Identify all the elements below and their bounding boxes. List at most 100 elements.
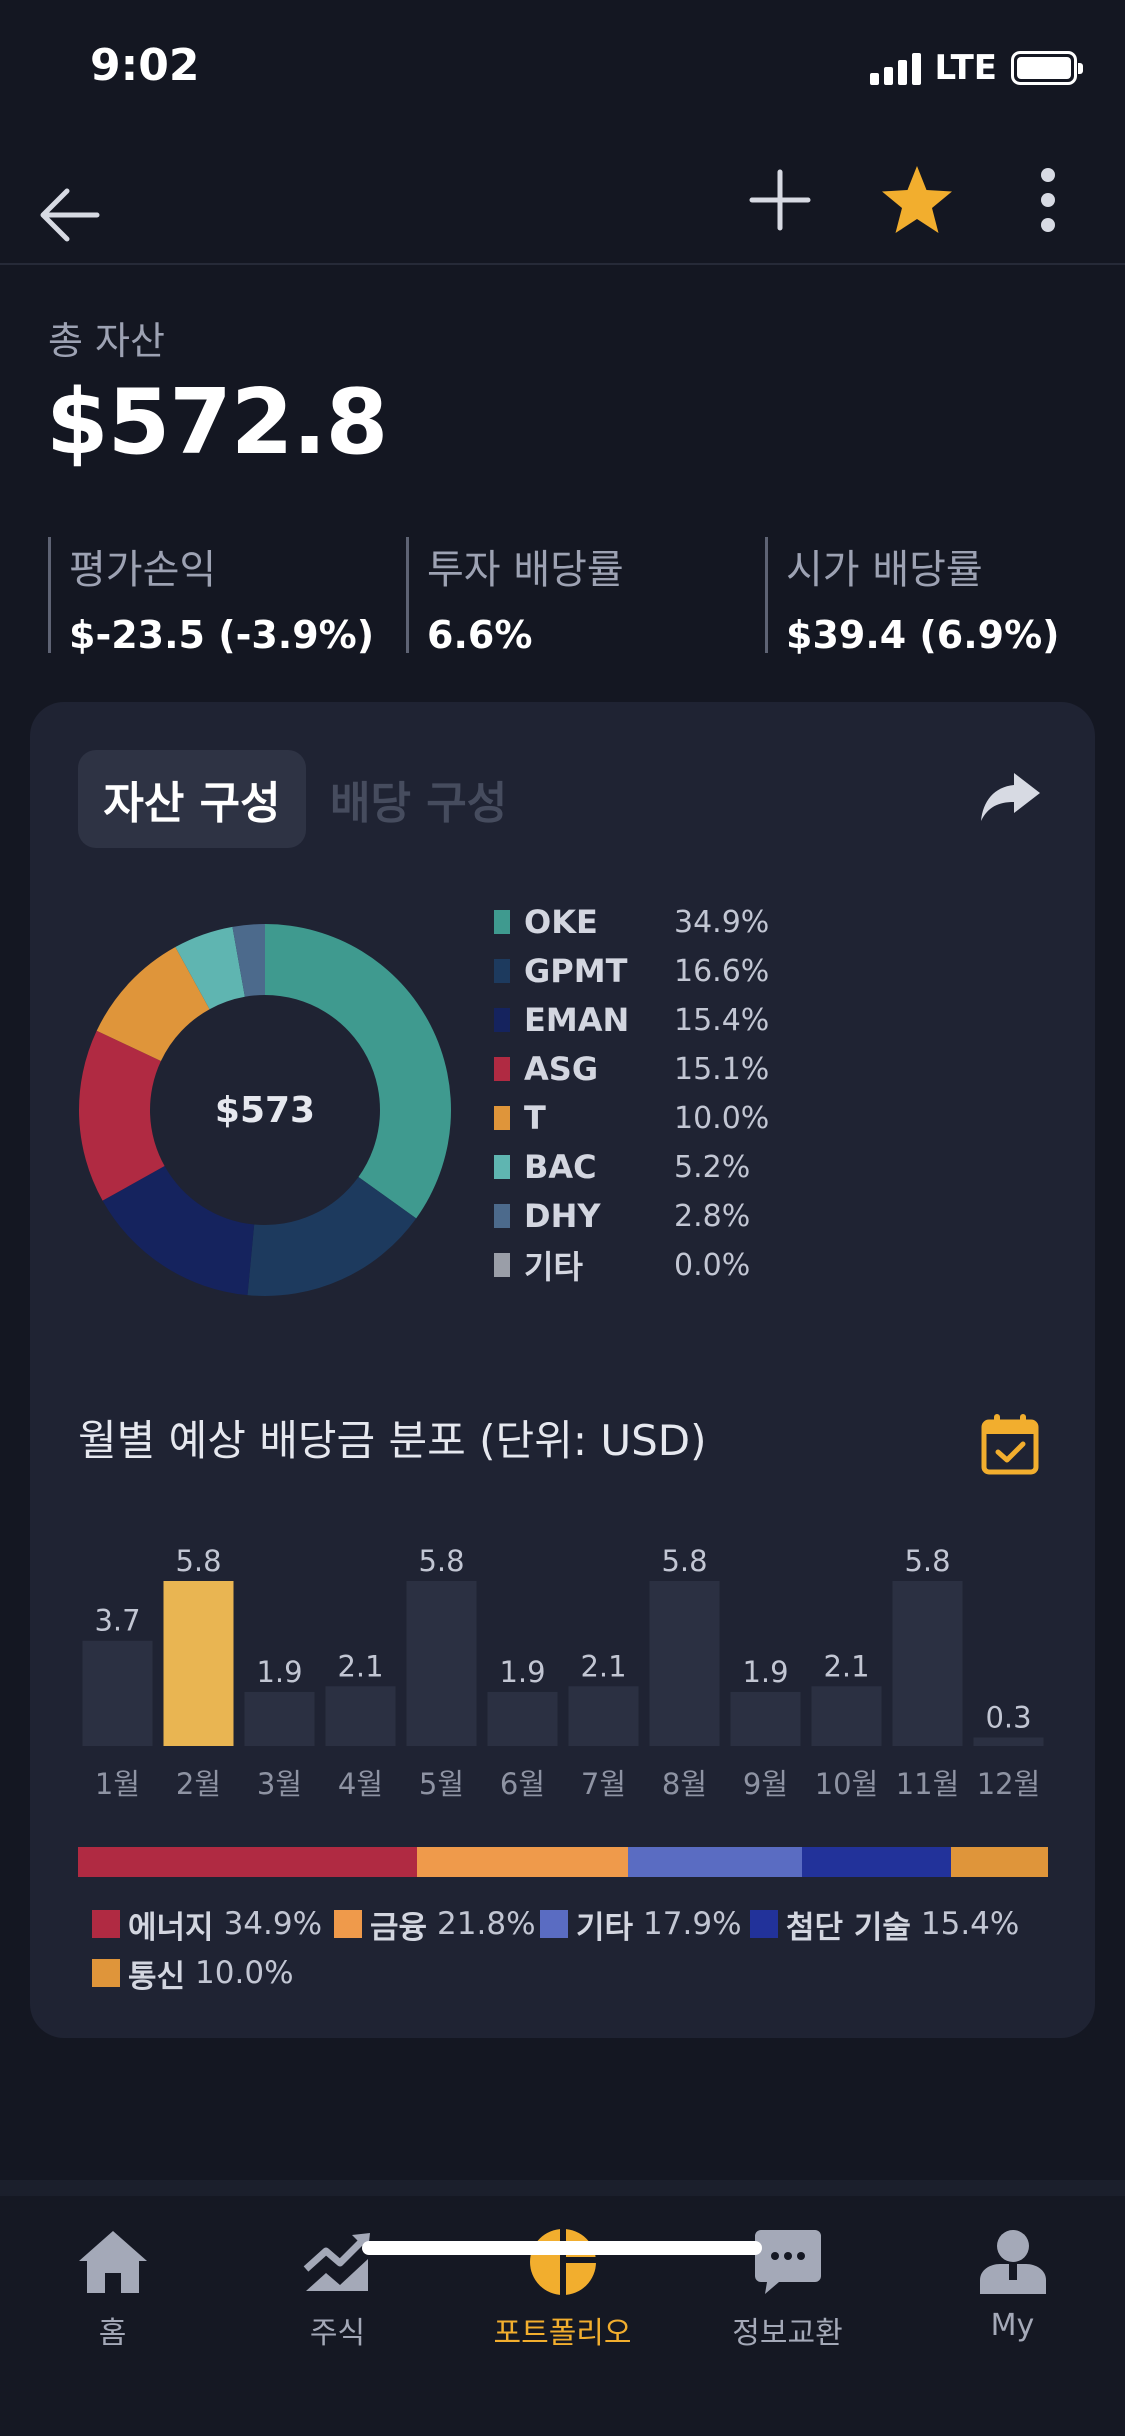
holding-legend-item: DHY 2.8% bbox=[494, 1196, 750, 1236]
header-divider bbox=[0, 263, 1125, 265]
bar-value-label: 5.8 bbox=[661, 1544, 707, 1578]
sector-name: 통신 bbox=[128, 1958, 186, 1995]
bar-10[interactable] bbox=[811, 1686, 882, 1746]
more-button[interactable] bbox=[1010, 160, 1085, 240]
battery-icon bbox=[1011, 51, 1083, 85]
donut-slice-asg bbox=[78, 1030, 165, 1201]
bar-2[interactable] bbox=[163, 1581, 234, 1746]
legend-swatch bbox=[334, 1910, 362, 1938]
sector-percentage: 34.9% bbox=[223, 1906, 323, 1942]
bar-3[interactable] bbox=[244, 1691, 315, 1746]
donut-slice-gpmt bbox=[247, 1177, 417, 1296]
legend-swatch bbox=[540, 1910, 568, 1938]
legend-swatch bbox=[494, 1253, 510, 1277]
share-arrow-icon bbox=[981, 773, 1040, 821]
bar-value-label: 2.1 bbox=[337, 1649, 383, 1683]
donut-slice-eman bbox=[102, 1166, 255, 1296]
signal-icon bbox=[869, 51, 921, 85]
nav-home[interactable]: 홈 bbox=[0, 2226, 225, 2356]
bar-value-label: 2.1 bbox=[580, 1649, 626, 1683]
bar-8[interactable] bbox=[649, 1581, 720, 1746]
status-time: 9:02 bbox=[90, 40, 200, 91]
total-assets-label: 총 자산 bbox=[48, 319, 165, 363]
holding-percentage: 34.9% bbox=[674, 904, 770, 940]
metric-label: 투자 배당률 bbox=[427, 547, 624, 593]
holding-ticker: DHY bbox=[524, 1197, 601, 1235]
sector-legend-item: 금융 21.8% bbox=[334, 1902, 536, 1946]
calendar-check-icon bbox=[981, 1414, 1039, 1475]
holding-ticker: EMAN bbox=[524, 1001, 630, 1039]
sector-segment bbox=[801, 1847, 951, 1877]
holding-ticker: BAC bbox=[524, 1148, 597, 1186]
month-label: 1월 bbox=[95, 1767, 140, 1801]
donut-center-value: $573 bbox=[214, 1089, 316, 1131]
metric-label: 평가손익 bbox=[69, 547, 217, 593]
bar-7[interactable] bbox=[568, 1686, 639, 1746]
month-label: 4월 bbox=[338, 1767, 383, 1801]
nav-stocks[interactable]: 주식 bbox=[225, 2226, 450, 2356]
holding-percentage: 16.6% bbox=[674, 953, 770, 989]
chat-icon bbox=[754, 2230, 821, 2294]
bar-value-label: 1.9 bbox=[256, 1655, 302, 1689]
bar-4[interactable] bbox=[325, 1686, 396, 1746]
legend-swatch bbox=[494, 1106, 510, 1130]
share-button[interactable] bbox=[970, 762, 1050, 832]
month-label: 11월 bbox=[896, 1767, 960, 1801]
month-label: 12월 bbox=[977, 1767, 1041, 1801]
bar-value-label: 3.7 bbox=[94, 1604, 140, 1638]
sector-segment bbox=[950, 1847, 1048, 1877]
bar-12[interactable] bbox=[973, 1737, 1044, 1746]
calendar-button[interactable] bbox=[980, 1412, 1040, 1476]
add-button[interactable] bbox=[740, 160, 820, 240]
sector-name: 에너지 bbox=[128, 1909, 214, 1946]
home-indicator bbox=[362, 2241, 762, 2255]
bar-value-label: 5.8 bbox=[175, 1544, 221, 1578]
legend-swatch bbox=[494, 1057, 510, 1081]
sector-allocation-bar bbox=[78, 1847, 1048, 1877]
holding-percentage: 5.2% bbox=[674, 1149, 751, 1185]
nav-label: 주식 bbox=[309, 2316, 366, 2351]
sector-segment bbox=[627, 1847, 802, 1877]
bar-11[interactable] bbox=[892, 1581, 963, 1746]
bar-5[interactable] bbox=[406, 1581, 477, 1746]
holding-legend-item: ASG 15.1% bbox=[494, 1049, 769, 1089]
more-vertical-icon bbox=[1040, 168, 1055, 232]
sector-legend-item: 기타 17.9% bbox=[540, 1902, 742, 1946]
metric-value: 6.6% bbox=[427, 613, 533, 657]
portfolio-card: 자산 구성 배당 구성 $573 OKE 34.9% GPMT 16.6% EMAN 15… bbox=[30, 702, 1095, 2038]
plus-icon bbox=[749, 169, 811, 231]
bar-1[interactable] bbox=[82, 1640, 153, 1746]
nav-community[interactable]: 정보교환 bbox=[675, 2226, 900, 2356]
sector-name: 첨단 기술 bbox=[786, 1909, 911, 1946]
nav-my[interactable]: My bbox=[900, 2226, 1125, 2356]
bar-6[interactable] bbox=[487, 1691, 558, 1746]
tab-asset-composition[interactable]: 자산 구성 bbox=[78, 750, 306, 848]
legend-swatch bbox=[494, 959, 510, 983]
sector-percentage: 15.4% bbox=[920, 1906, 1020, 1942]
holding-percentage: 10.0% bbox=[674, 1100, 770, 1136]
legend-swatch bbox=[92, 1959, 120, 1987]
sector-percentage: 17.9% bbox=[643, 1906, 742, 1942]
back-button[interactable] bbox=[30, 175, 110, 255]
metric-value: $-23.5 (-3.9%) bbox=[69, 613, 375, 657]
bar-value-label: 1.9 bbox=[742, 1655, 788, 1689]
legend-swatch bbox=[494, 1008, 510, 1032]
monthly-chart-title: 월별 예상 배당금 분포 (단위: USD) bbox=[78, 1416, 707, 1465]
month-label: 7월 bbox=[581, 1767, 626, 1801]
sector-percentage: 10.0% bbox=[195, 1955, 294, 1991]
favorite-button[interactable] bbox=[872, 155, 962, 245]
bar-value-label: 5.8 bbox=[904, 1544, 950, 1578]
month-label: 10월 bbox=[815, 1767, 879, 1801]
month-label: 6월 bbox=[500, 1767, 545, 1801]
portfolio-pie-icon bbox=[529, 2229, 596, 2295]
nav-label: 포트폴리오 bbox=[493, 2316, 632, 2351]
legend-swatch bbox=[92, 1910, 120, 1938]
holding-legend-item: OKE 34.9% bbox=[494, 902, 769, 942]
holding-ticker: T bbox=[524, 1099, 546, 1137]
tab-dividend-composition[interactable]: 배당 구성 bbox=[330, 778, 508, 829]
sector-name: 기타 bbox=[576, 1909, 634, 1946]
bar-value-label: 5.8 bbox=[418, 1544, 464, 1578]
home-icon bbox=[78, 2231, 147, 2293]
bar-9[interactable] bbox=[730, 1691, 801, 1746]
